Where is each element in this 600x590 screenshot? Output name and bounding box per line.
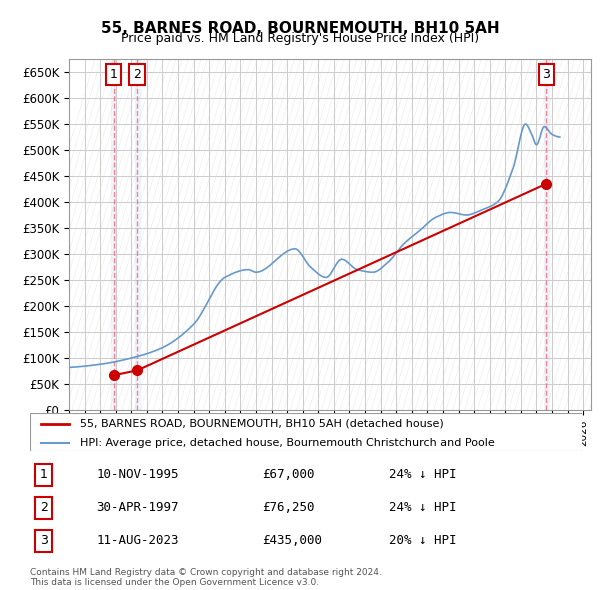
Text: 3: 3: [542, 68, 550, 81]
Text: 11-AUG-2023: 11-AUG-2023: [96, 535, 179, 548]
FancyBboxPatch shape: [30, 413, 582, 451]
Text: 30-APR-1997: 30-APR-1997: [96, 502, 179, 514]
Text: 20% ↓ HPI: 20% ↓ HPI: [389, 535, 457, 548]
Text: Price paid vs. HM Land Registry's House Price Index (HPI): Price paid vs. HM Land Registry's House …: [121, 32, 479, 45]
Text: 10-NOV-1995: 10-NOV-1995: [96, 468, 179, 481]
Text: £76,250: £76,250: [262, 502, 314, 514]
Text: 24% ↓ HPI: 24% ↓ HPI: [389, 502, 457, 514]
Text: 2: 2: [133, 68, 141, 81]
Text: 1: 1: [40, 468, 48, 481]
Text: 1: 1: [110, 68, 118, 81]
Bar: [112, 59, 116, 410]
Text: 3: 3: [40, 535, 48, 548]
Text: 55, BARNES ROAD, BOURNEMOUTH, BH10 5AH: 55, BARNES ROAD, BOURNEMOUTH, BH10 5AH: [101, 21, 499, 35]
Bar: [135, 59, 140, 410]
Text: Contains HM Land Registry data © Crown copyright and database right 2024.
This d: Contains HM Land Registry data © Crown c…: [30, 568, 382, 587]
Text: 55, BARNES ROAD, BOURNEMOUTH, BH10 5AH (detached house): 55, BARNES ROAD, BOURNEMOUTH, BH10 5AH (…: [80, 419, 443, 429]
Text: 24% ↓ HPI: 24% ↓ HPI: [389, 468, 457, 481]
Text: £67,000: £67,000: [262, 468, 314, 481]
Text: £435,000: £435,000: [262, 535, 322, 548]
Text: HPI: Average price, detached house, Bournemouth Christchurch and Poole: HPI: Average price, detached house, Bour…: [80, 438, 494, 448]
Bar: [544, 59, 548, 410]
Text: 2: 2: [40, 502, 48, 514]
